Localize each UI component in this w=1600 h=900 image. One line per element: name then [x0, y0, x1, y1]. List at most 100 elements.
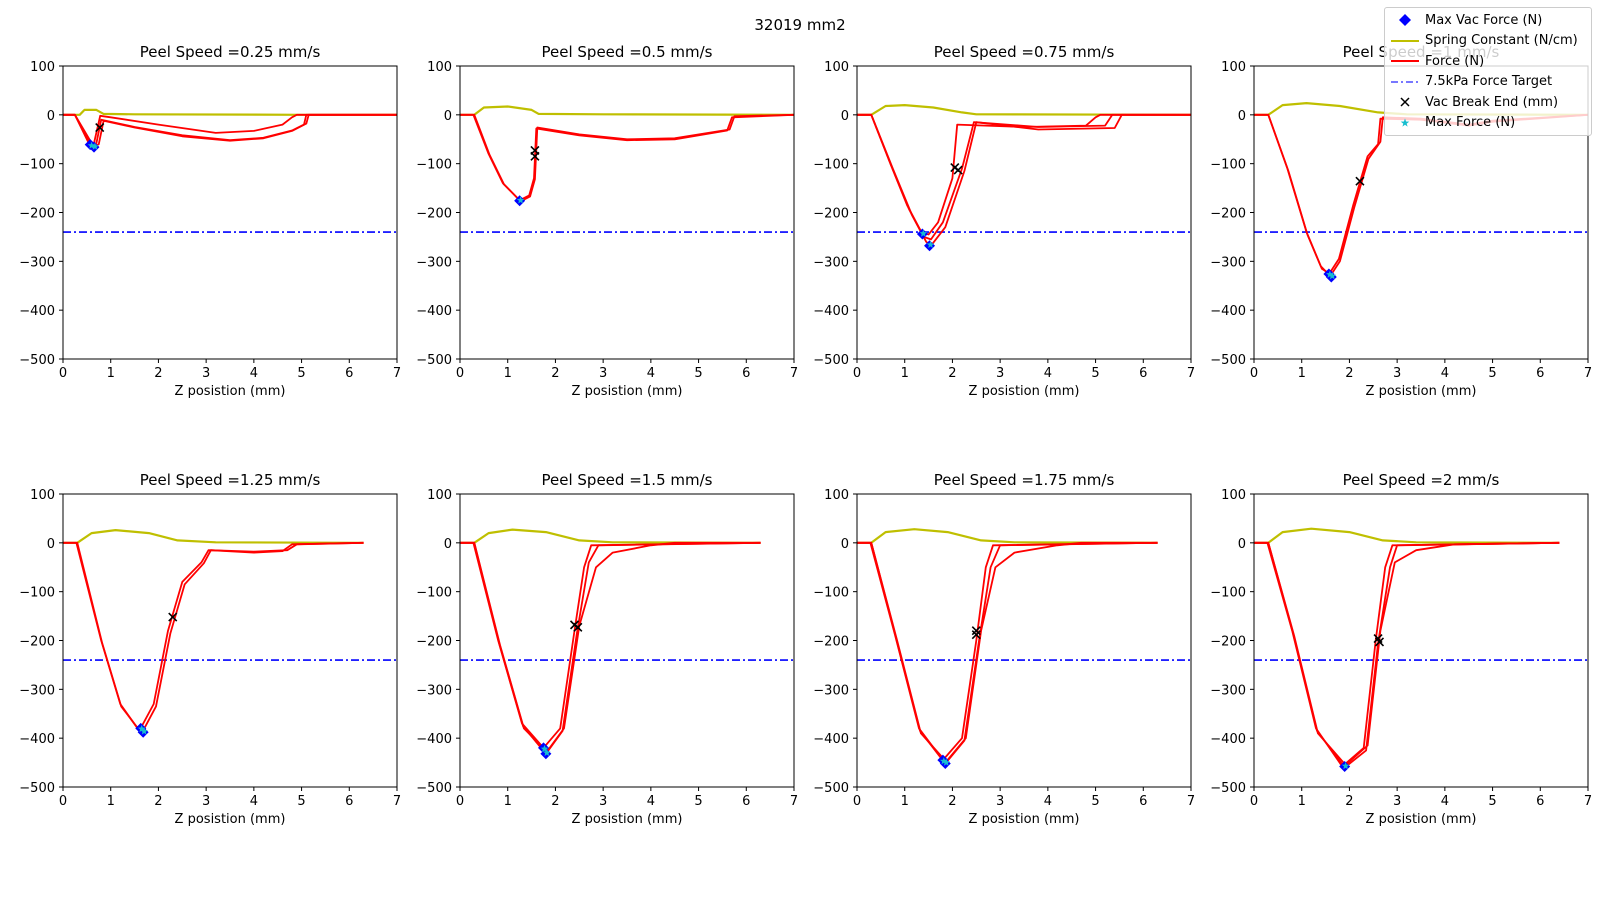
x-tick-label: 2	[551, 366, 559, 381]
y-tick-label: 0	[841, 109, 849, 124]
legend-item-force: Force (N)	[1385, 51, 1591, 72]
x-tick-label: 7	[1584, 366, 1592, 381]
x-tick-label: 0	[456, 366, 464, 381]
y-tick-label: 100	[824, 488, 849, 503]
subplot-3: Peel Speed =0.75 mm/s 0 1 2 3 4 5 6 7 100 0 −100 −20…	[813, 43, 1195, 399]
legend-symbol	[1399, 14, 1411, 27]
y-tick-label: −500	[19, 353, 55, 368]
x-tick-label: 0	[59, 794, 67, 809]
y-tick-label: −300	[416, 683, 452, 698]
x-tick-label: 0	[853, 366, 861, 381]
y-tick-label: 0	[841, 537, 849, 552]
y-tick-label: 100	[427, 488, 452, 503]
y-tick-label: −400	[19, 304, 55, 319]
y-tick-label: 100	[1221, 488, 1246, 503]
y-tick-label: −300	[813, 255, 849, 270]
spring-constant-series	[63, 529, 364, 544]
x-tick-label: 4	[250, 366, 258, 381]
force-series	[63, 541, 364, 732]
y-tick-label: 100	[427, 60, 452, 75]
y-tick-label: −200	[813, 635, 849, 650]
y-tick-label: −200	[813, 207, 849, 222]
y-tick-label: −200	[1210, 207, 1246, 222]
x-tick-label: 3	[202, 794, 210, 809]
x-tick-label: 5	[1488, 366, 1496, 381]
force-series	[1254, 541, 1560, 768]
vac-break-end-marker	[95, 122, 105, 133]
axes-frame	[459, 65, 795, 360]
legend-symbol	[1391, 81, 1419, 83]
y-tick-label: −500	[416, 353, 452, 368]
x-tick-label: 6	[345, 366, 353, 381]
x-tick-label: 3	[996, 366, 1004, 381]
x-tick-label: 4	[1441, 794, 1449, 809]
legend-item-spring: Spring Constant (N/cm)	[1385, 31, 1591, 52]
x-tick-label: 2	[1345, 794, 1353, 809]
plot-area	[63, 529, 397, 735]
x-tick-label: 7	[1187, 366, 1195, 381]
x-tick-label: 6	[742, 794, 750, 809]
x-tick-label: 7	[790, 794, 798, 809]
force-series	[1254, 541, 1560, 769]
spring-constant-series	[1254, 527, 1560, 544]
subplot-title: Peel Speed =0.5 mm/s	[542, 43, 713, 61]
vac-break-end-marker	[953, 165, 963, 175]
subplot-1: Peel Speed =0.25 mm/s 0 1 2 3 4 5 6 7 100 0 −100 −20…	[19, 43, 401, 399]
force-series	[1254, 541, 1560, 766]
x-tick-label: 1	[1298, 794, 1306, 809]
y-tick-label: 100	[30, 60, 55, 75]
legend-label: 7.5kPa Force Target	[1425, 74, 1553, 90]
plot-area	[857, 104, 1191, 247]
subplot-title: Peel Speed =0.75 mm/s	[934, 43, 1115, 61]
vac-break-end-marker	[573, 622, 583, 632]
y-tick-label: −100	[813, 158, 849, 173]
plot-area	[460, 105, 794, 233]
legend-item-target: 7.5kPa Force Target	[1385, 72, 1591, 93]
plot-area	[1254, 527, 1588, 769]
x-tick-label: 1	[901, 366, 909, 381]
spring-constant-series	[460, 528, 761, 544]
y-tick-label: 0	[444, 109, 452, 124]
x-tick-label: 6	[1139, 366, 1147, 381]
y-tick-label: −500	[416, 781, 452, 796]
subplot-title: Peel Speed =0.25 mm/s	[140, 43, 321, 61]
plot-area	[63, 108, 397, 233]
y-tick-label: 0	[47, 109, 55, 124]
y-tick-label: −500	[19, 781, 55, 796]
max-force-marker	[87, 141, 96, 149]
legend-label: Vac Break End (mm)	[1425, 94, 1559, 110]
legend-symbol	[1391, 39, 1419, 42]
max-force-marker	[1326, 270, 1334, 278]
x-tick-label: 4	[1044, 366, 1052, 381]
vac-break-end-marker	[1374, 637, 1385, 647]
x-tick-label: 2	[154, 366, 162, 381]
max-force-marker	[1341, 762, 1350, 770]
x-tick-label: 5	[1091, 794, 1099, 809]
x-axis-label: Z posistion (mm)	[969, 384, 1080, 399]
x-tick-label: 6	[345, 794, 353, 809]
x-axis-label: Z posistion (mm)	[175, 384, 286, 399]
y-tick-label: −100	[813, 586, 849, 601]
subplot-grid: Peel Speed =0.25 mm/s0 1 2 3 4 5 6 71000−100−20…	[19, 43, 1592, 827]
x-tick-label: 3	[599, 794, 607, 809]
x-tick-label: 4	[1044, 794, 1052, 809]
y-tick-label: −100	[1210, 586, 1246, 601]
y-tick-label: −400	[19, 732, 55, 747]
x-tick-label: 1	[1298, 366, 1306, 381]
x-tick-label: 1	[107, 366, 115, 381]
max-force-marker	[516, 196, 525, 204]
max-force-marker	[137, 724, 146, 733]
vac-break-end-marker	[971, 626, 981, 636]
legend-item-max-vac: Max Vac Force (N)	[1385, 10, 1591, 31]
x-tick-label: 1	[901, 794, 909, 809]
x-tick-label: 1	[504, 794, 512, 809]
legend-symbol	[1391, 60, 1419, 63]
x-tick-label: 5	[1488, 794, 1496, 809]
x-tick-label: 2	[948, 794, 956, 809]
axes-frame	[1253, 493, 1589, 788]
x-tick-label: 4	[647, 366, 655, 381]
spring-constant-series	[460, 105, 794, 116]
legend-label: Max Force (N)	[1425, 115, 1516, 131]
subplot-title: Peel Speed =1.75 mm/s	[934, 471, 1115, 489]
y-tick-label: −300	[1210, 683, 1246, 698]
